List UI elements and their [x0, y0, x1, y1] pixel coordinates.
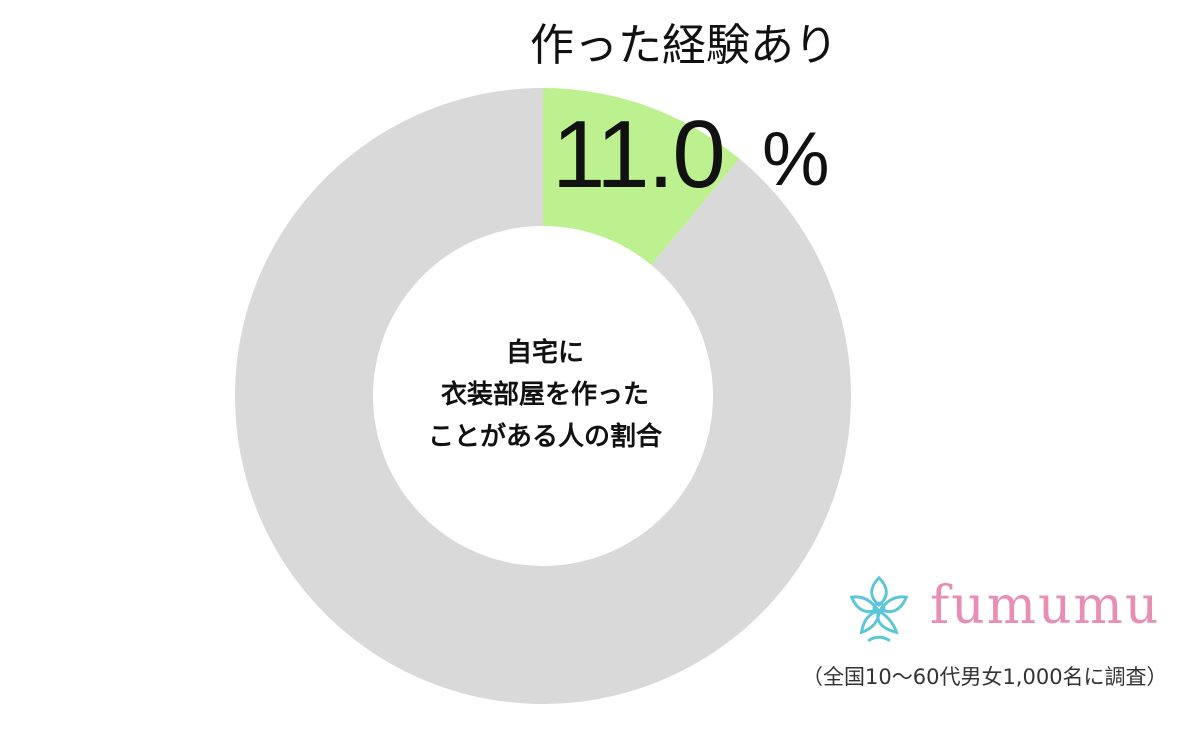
brand-logo: fumumu: [840, 568, 1160, 648]
brand-name: fumumu: [930, 576, 1161, 636]
highlight-value: 11.0: [552, 101, 726, 208]
donut-slice-0: [543, 88, 740, 266]
fumumu-flower-icon: [849, 575, 909, 642]
donut-slices: [235, 88, 852, 705]
donut-slice-1: [235, 88, 852, 705]
center-caption-line-2: 衣装部屋を作った: [440, 380, 649, 410]
survey-footnote: （全国10～60代男女1,000名に調査）: [802, 665, 1168, 689]
donut-center-caption: 自宅に 衣装部屋を作った ことがある人の割合: [395, 332, 695, 458]
highlight-unit: %: [762, 117, 830, 202]
center-caption-line-1: 自宅に: [505, 338, 584, 368]
center-caption-line-3: ことがある人の割合: [427, 422, 662, 452]
highlight-slice-label: 作った経験あり: [530, 20, 838, 71]
